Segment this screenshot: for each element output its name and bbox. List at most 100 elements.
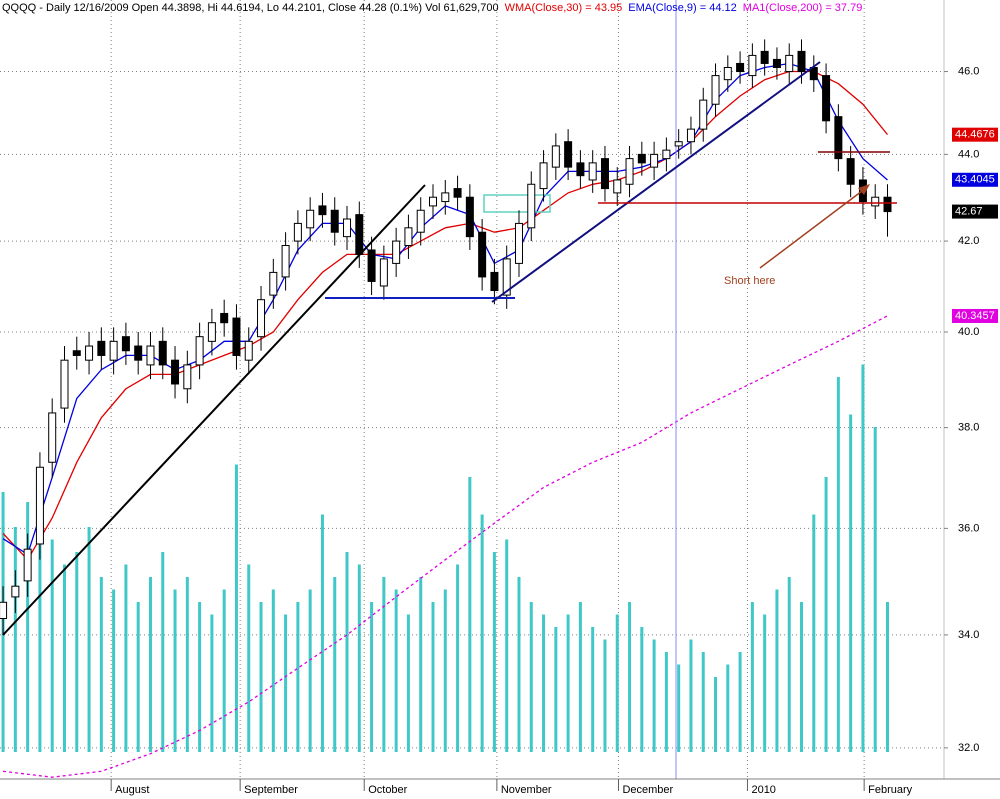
candle-body (723, 66, 732, 81)
volume-bar (591, 627, 595, 752)
candle-body (662, 149, 671, 160)
candle-body (343, 218, 352, 238)
volume-bar (603, 639, 607, 752)
volume-bar (443, 589, 447, 752)
trendline (491, 61, 821, 303)
candle-body (871, 196, 880, 207)
volume-bar (492, 552, 496, 752)
candle-layer (0, 39, 892, 635)
volume-bar (750, 602, 754, 752)
candle-body (711, 75, 720, 105)
candle-body (97, 340, 106, 356)
volume-bar (738, 652, 742, 752)
candle-body (576, 162, 585, 177)
volume-bar (234, 464, 238, 752)
y-tick-label: 34.0 (958, 629, 979, 641)
candle-body (367, 249, 376, 282)
volume-bar (542, 614, 546, 752)
volume-bar (38, 514, 42, 752)
legend-entry: EMA(Close,9) = 44.12 (628, 2, 737, 14)
candle-body (465, 196, 474, 238)
candle-body (269, 271, 278, 296)
volume-bar (419, 577, 423, 752)
volume-bar (345, 552, 349, 752)
candle-body (257, 299, 266, 338)
candle-body (121, 336, 130, 352)
volume-bar (689, 639, 693, 752)
candle-body (318, 205, 327, 216)
candle-body (171, 359, 180, 385)
volume-bar (136, 602, 140, 752)
volume-bar (406, 614, 410, 752)
volume-bar (284, 614, 288, 752)
volume-bar (885, 602, 889, 752)
volume-bar (505, 539, 509, 752)
candle-body (453, 188, 462, 198)
x-tick-label: November (501, 784, 552, 796)
value-label-box (952, 127, 998, 142)
candle-body (60, 359, 69, 409)
volume-bar (714, 677, 718, 752)
candle-body (416, 209, 425, 233)
candle-body (650, 153, 659, 168)
candle-body (478, 231, 487, 278)
arrow-head (858, 184, 870, 195)
volume-bar (677, 664, 681, 752)
value-label: 43.4045 (955, 174, 995, 186)
candle-body (564, 141, 573, 168)
volume-bar (824, 477, 828, 752)
volume-bar (640, 627, 644, 752)
volume-bar (222, 589, 226, 752)
volume-bar (259, 602, 263, 752)
volume-bar (382, 577, 386, 752)
legend-entry: MA1(Close,200) = 37.79 (743, 2, 863, 14)
volume-bar (320, 514, 324, 752)
x-tick-label: December (622, 784, 673, 796)
header: QQQQ - Daily 12/16/2009 Open 44.3898, Hi… (2, 2, 862, 14)
volume-bar (849, 414, 853, 752)
volume-bar (296, 602, 300, 752)
x-tick-label: October (368, 784, 407, 796)
volume-bar (800, 602, 804, 752)
candle-body (785, 54, 794, 73)
volume-bar (112, 589, 116, 752)
candle-body (822, 75, 831, 122)
candle-body (281, 245, 290, 278)
candle-body (625, 158, 634, 185)
arrow (759, 187, 867, 269)
candle-body (699, 99, 708, 130)
legend-entry: WMA(Close,30) = 43.95 (505, 2, 623, 14)
x-tick-label: 2010 (751, 784, 775, 796)
candle-body (514, 222, 523, 264)
candle-body (674, 141, 683, 147)
grid (0, 0, 944, 779)
volume-bar (726, 664, 730, 752)
y-tick-label: 44.0 (958, 148, 979, 160)
candle-body (686, 128, 695, 143)
volume-bar (628, 602, 632, 752)
volume-bar (210, 614, 214, 752)
candle-body (490, 271, 499, 292)
volume-bar (456, 564, 460, 752)
volume-bar (480, 514, 484, 752)
y-tick-label: 42.0 (958, 235, 979, 247)
y-tick-label: 36.0 (958, 522, 979, 534)
volume-bar (124, 564, 128, 752)
candle-body (613, 179, 622, 194)
candle-body (330, 209, 339, 233)
candle-body (392, 240, 401, 264)
volume-bar (308, 589, 312, 752)
candle-body (637, 153, 646, 164)
trendline (2, 184, 426, 636)
candle-body (404, 227, 413, 247)
candle-body (379, 258, 388, 287)
volume-bar (75, 552, 79, 752)
candle-body (441, 192, 450, 203)
candle-body (23, 548, 32, 582)
volume-bar (173, 589, 177, 752)
candle-body (539, 162, 548, 190)
candle-body (883, 196, 892, 213)
volume-bar (468, 477, 472, 752)
volume-layer (1, 364, 889, 752)
